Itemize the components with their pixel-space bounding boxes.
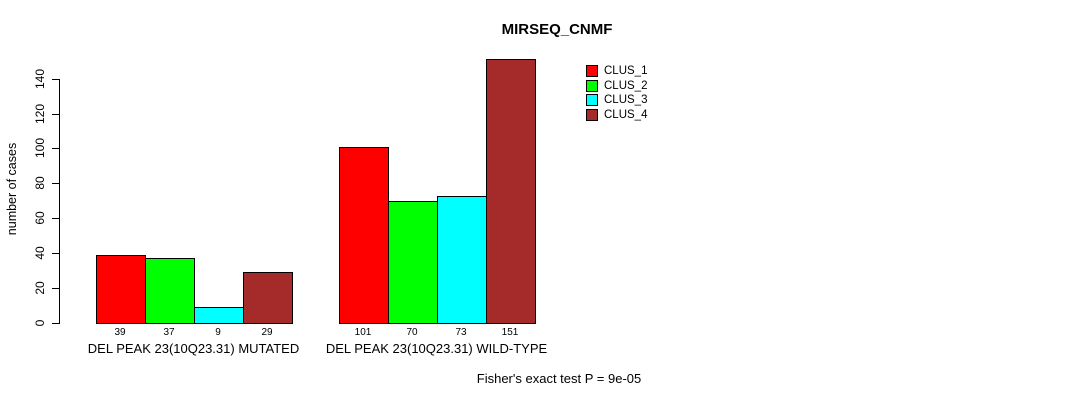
bar-clus_4-wild-type (485, 59, 536, 324)
legend-label: CLUS_4 (604, 109, 648, 122)
y-tick (52, 78, 59, 80)
legend-swatch-icon (586, 109, 598, 122)
bar-clus_2-mutated (144, 258, 195, 324)
bar-clus_4-mutated (242, 272, 293, 324)
legend-label: CLUS_1 (604, 65, 648, 78)
bar-clus_1-mutated (95, 254, 146, 324)
legend-label: CLUS_2 (604, 79, 648, 92)
legend-label: CLUS_3 (604, 94, 648, 107)
y-tick (52, 323, 59, 324)
bar-clus_1-wild-type (338, 146, 389, 324)
y-axis-label: number of cases (5, 142, 19, 236)
y-axis-line (59, 78, 60, 324)
bar-value-label: 9 (215, 327, 221, 338)
legend-item: CLUS_1 (586, 64, 647, 79)
legend-swatch-icon (586, 94, 598, 107)
x-category-label: DEL PEAK 23(10Q23.31) WILD-TYPE (325, 341, 548, 356)
y-tick-label: 80 (33, 176, 47, 191)
bar-clus_3-mutated (193, 307, 244, 324)
y-tick-label: 40 (33, 246, 47, 260)
y-tick-label: 0 (33, 319, 47, 327)
bar-value-label: 101 (354, 327, 372, 338)
y-tick (52, 253, 59, 255)
legend-item: CLUS_2 (586, 79, 647, 94)
legend-item: CLUS_4 (586, 108, 647, 123)
y-tick-label: 120 (33, 103, 47, 124)
y-tick-label: 100 (33, 138, 47, 159)
y-tick (52, 148, 59, 150)
y-tick (52, 183, 59, 185)
legend-swatch-icon (586, 65, 598, 78)
legend-swatch-icon (586, 79, 598, 92)
y-tick-label: 140 (33, 68, 47, 89)
bar-value-label: 37 (163, 327, 175, 338)
bar-clus_3-wild-type (436, 195, 487, 324)
chart-footer-annotation: Fisher's exact test P = 9e-05 (476, 371, 642, 386)
bar-value-label: 151 (501, 327, 519, 338)
legend-item: CLUS_3 (586, 93, 647, 108)
bar-value-label: 29 (261, 327, 273, 338)
y-tick (52, 218, 59, 220)
x-category-label: DEL PEAK 23(10Q23.31) MUTATED (87, 341, 300, 356)
bar-clus_2-wild-type (387, 200, 438, 324)
legend: CLUS_1 CLUS_2 CLUS_3 CLUS_4 (586, 64, 647, 122)
y-tick-label: 20 (33, 281, 47, 295)
bar-value-label: 39 (114, 327, 126, 338)
bar-value-label: 73 (455, 327, 467, 338)
y-tick (52, 113, 59, 115)
chart-title: MIRSEQ_CNMF (501, 21, 613, 38)
y-tick (52, 288, 59, 290)
y-tick-label: 60 (33, 211, 47, 225)
bar-value-label: 70 (406, 327, 418, 338)
